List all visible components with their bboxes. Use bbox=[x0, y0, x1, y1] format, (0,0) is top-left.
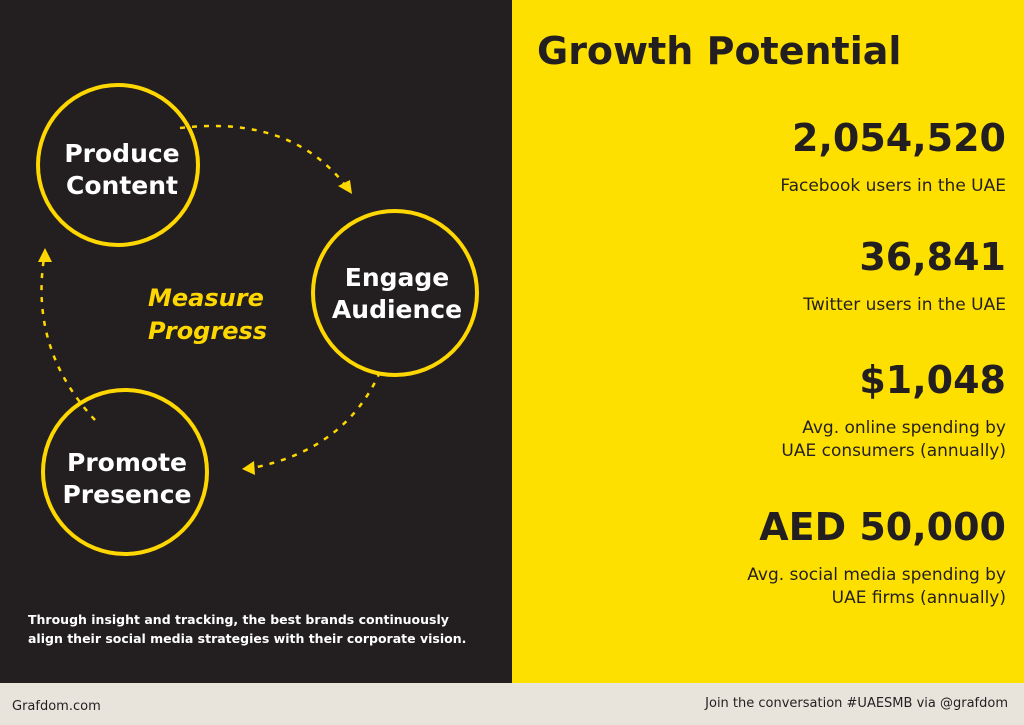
arrow-head bbox=[242, 461, 255, 475]
node-label: Engage bbox=[345, 263, 450, 292]
footer-bar bbox=[0, 683, 1024, 725]
arrow-head bbox=[38, 248, 52, 262]
stat-value: $1,048 bbox=[859, 358, 1006, 402]
node-label: Audience bbox=[332, 295, 462, 324]
cycle-ring bbox=[41, 388, 209, 556]
center-label: Progress bbox=[148, 317, 267, 345]
node-label: Promote bbox=[67, 448, 187, 477]
stat-label: UAE consumers (annually) bbox=[781, 441, 1006, 461]
caption: Through insight and tracking, the best b… bbox=[28, 612, 449, 627]
stat-label: Twitter users in the UAE bbox=[802, 295, 1006, 315]
content: Produce Content Engage Audience Promote Prese… bbox=[12, 29, 1008, 714]
stat-label: Facebook users in the UAE bbox=[780, 176, 1006, 196]
stat-value: AED 50,000 bbox=[759, 505, 1006, 549]
center-label: Measure bbox=[148, 284, 264, 312]
cycle-arrow bbox=[251, 371, 382, 470]
stat-value: 2,054,520 bbox=[792, 116, 1006, 160]
node-label: Content bbox=[66, 171, 178, 200]
node-label: Produce bbox=[64, 139, 179, 168]
left-panel bbox=[0, 0, 512, 683]
stats-title: Growth Potential bbox=[537, 29, 901, 73]
cycle-arrow bbox=[179, 124, 346, 186]
stat-label: Avg. online spending by bbox=[802, 418, 1006, 438]
stat-label: Avg. social media spending by bbox=[747, 565, 1006, 585]
cycle-ring bbox=[311, 209, 479, 377]
arrow-head bbox=[338, 180, 352, 194]
right-panel bbox=[512, 0, 1024, 683]
footer-left: Grafdom.com bbox=[12, 699, 101, 714]
stat-value: 36,841 bbox=[859, 235, 1006, 279]
caption: align their social media strategies with… bbox=[28, 631, 466, 646]
footer-right: Join the conversation #UAESMB via @grafd… bbox=[704, 696, 1008, 711]
node-label: Presence bbox=[62, 480, 191, 509]
cycle-ring bbox=[36, 83, 200, 247]
stat-label: UAE firms (annually) bbox=[832, 588, 1006, 608]
cycle-arrow bbox=[40, 257, 96, 421]
